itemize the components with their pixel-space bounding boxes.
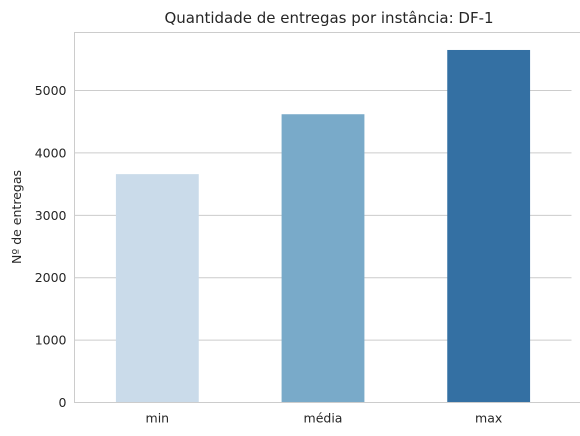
y-tick-label: 0: [59, 395, 67, 410]
y-axis-title: Nº de entregas: [9, 170, 24, 264]
chart-title: Quantidade de entregas por instância: DF…: [164, 9, 493, 27]
y-tick-label: 2000: [35, 270, 67, 285]
x-tick-label: média: [304, 411, 343, 426]
y-tick-label: 3000: [35, 208, 67, 223]
y-tick-label: 1000: [35, 333, 67, 348]
bar-min: [115, 174, 199, 403]
x-axis-ticks: min média max: [146, 411, 503, 426]
x-tick-label: max: [475, 411, 502, 426]
y-tick-label: 5000: [35, 83, 67, 98]
plot-frame: [74, 32, 580, 403]
bars: [115, 49, 531, 403]
y-tick-label: 4000: [35, 145, 67, 160]
bar-média: [281, 114, 365, 403]
x-tick-label: min: [146, 411, 170, 426]
bar-max: [447, 49, 531, 403]
y-axis-ticks: 0 1000 2000 3000 4000 5000: [35, 83, 67, 410]
